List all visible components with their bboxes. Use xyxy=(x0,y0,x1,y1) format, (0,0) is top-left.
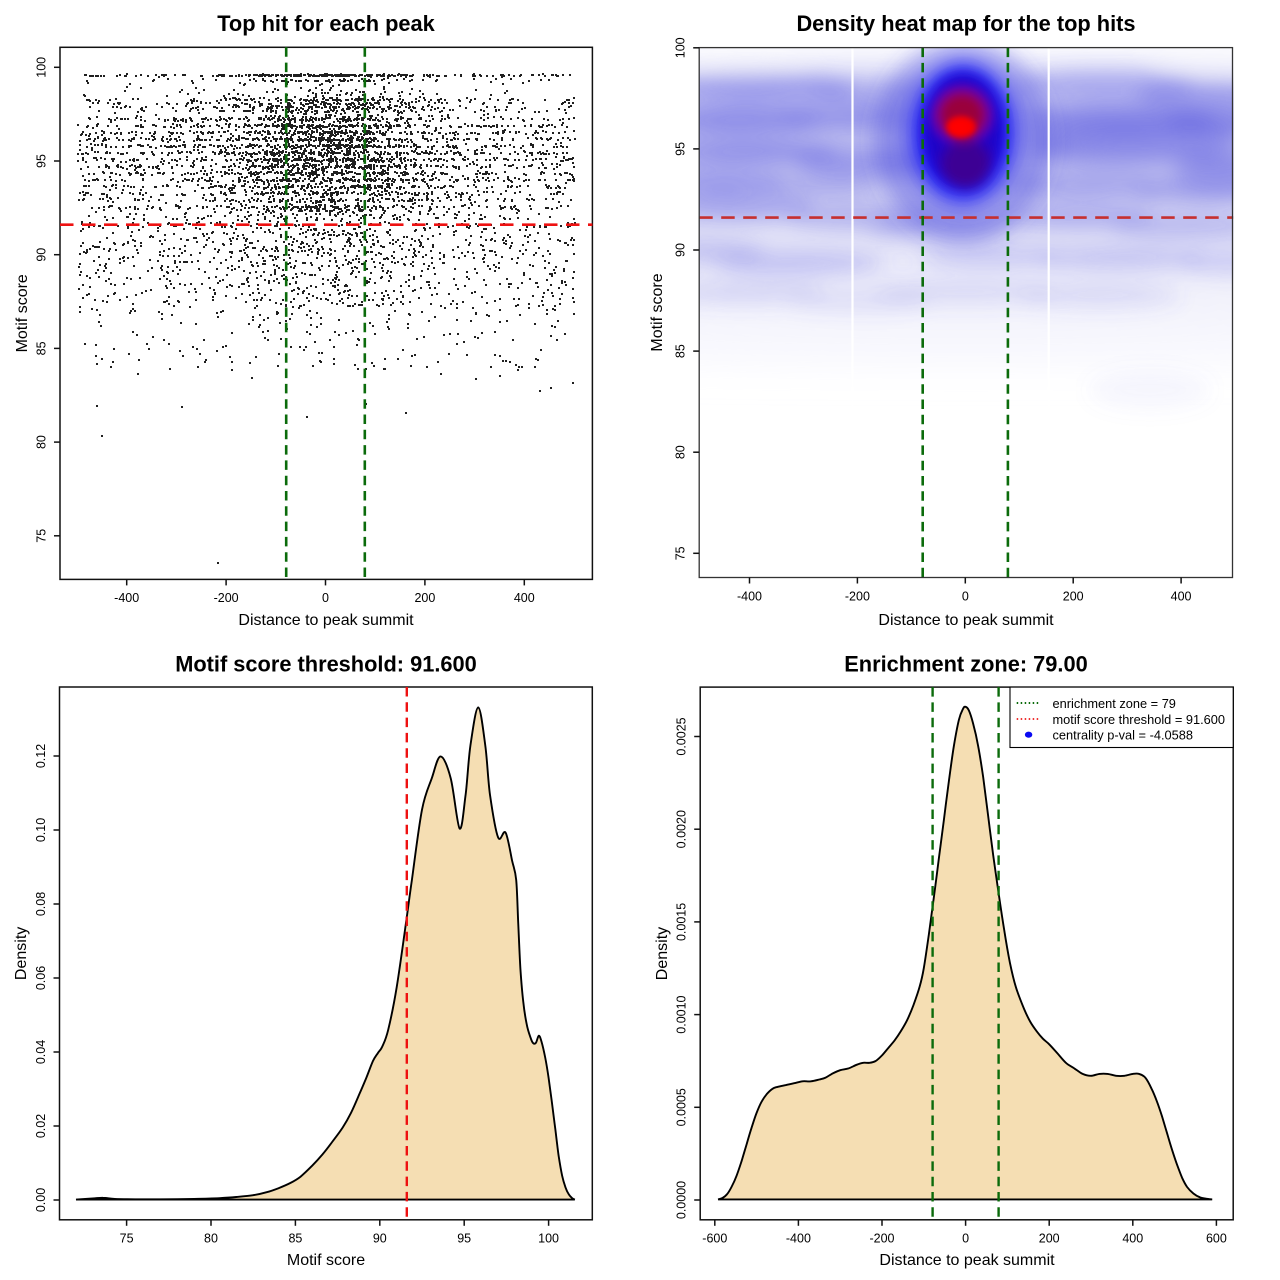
svg-text:0.0025: 0.0025 xyxy=(675,717,689,755)
svg-text:-200: -200 xyxy=(845,589,870,603)
svg-text:100: 100 xyxy=(538,1232,559,1246)
svg-text:0.04: 0.04 xyxy=(34,1040,48,1064)
svg-text:Top hit for each peak: Top hit for each peak xyxy=(217,11,435,36)
svg-text:0.08: 0.08 xyxy=(34,892,48,916)
svg-text:200: 200 xyxy=(414,591,435,605)
svg-text:0.0010: 0.0010 xyxy=(675,995,689,1033)
svg-text:Density: Density xyxy=(654,927,671,980)
svg-text:400: 400 xyxy=(1122,1232,1143,1246)
svg-text:90: 90 xyxy=(35,248,49,262)
svg-text:Motif score threshold: 91.600: Motif score threshold: 91.600 xyxy=(175,651,477,676)
svg-text:Distance to peak summit: Distance to peak summit xyxy=(878,612,1054,629)
svg-text:80: 80 xyxy=(674,445,688,459)
svg-text:-600: -600 xyxy=(702,1232,727,1246)
svg-text:200: 200 xyxy=(1063,589,1084,603)
svg-text:-200: -200 xyxy=(214,591,239,605)
svg-text:0.0005: 0.0005 xyxy=(675,1088,689,1126)
svg-text:100: 100 xyxy=(35,57,49,78)
svg-text:80: 80 xyxy=(204,1232,218,1246)
svg-text:400: 400 xyxy=(514,591,535,605)
svg-text:95: 95 xyxy=(35,154,49,168)
svg-text:0: 0 xyxy=(962,1232,969,1246)
svg-text:Motif score: Motif score xyxy=(649,273,666,351)
svg-text:0.02: 0.02 xyxy=(34,1114,48,1138)
svg-text:95: 95 xyxy=(457,1232,471,1246)
svg-text:0.0020: 0.0020 xyxy=(675,810,689,848)
svg-text:0.00: 0.00 xyxy=(34,1188,48,1212)
svg-text:-200: -200 xyxy=(869,1232,894,1246)
svg-text:0.10: 0.10 xyxy=(34,818,48,842)
svg-text:0: 0 xyxy=(962,589,969,603)
svg-text:95: 95 xyxy=(674,142,688,156)
svg-text:85: 85 xyxy=(288,1232,302,1246)
svg-text:80: 80 xyxy=(35,435,49,449)
svg-text:enrichment zone = 79: enrichment zone = 79 xyxy=(1053,696,1176,711)
svg-text:0.0000: 0.0000 xyxy=(675,1181,689,1219)
svg-text:motif score threshold = 91.600: motif score threshold = 91.600 xyxy=(1053,712,1226,727)
svg-text:Distance to peak summit: Distance to peak summit xyxy=(238,612,414,629)
svg-text:200: 200 xyxy=(1039,1232,1060,1246)
svg-text:85: 85 xyxy=(35,341,49,355)
svg-text:85: 85 xyxy=(674,344,688,358)
svg-text:600: 600 xyxy=(1206,1232,1227,1246)
svg-text:0.12: 0.12 xyxy=(34,744,48,768)
svg-text:75: 75 xyxy=(120,1232,134,1246)
svg-text:-400: -400 xyxy=(737,589,762,603)
svg-text:Distance to peak summit: Distance to peak summit xyxy=(879,1252,1055,1269)
svg-text:Motif score: Motif score xyxy=(287,1252,365,1269)
svg-text:Density heat map for the top h: Density heat map for the top hits xyxy=(796,11,1135,36)
svg-text:0.06: 0.06 xyxy=(34,966,48,990)
svg-text:-400: -400 xyxy=(114,591,139,605)
svg-text:Density: Density xyxy=(13,927,30,980)
svg-text:75: 75 xyxy=(674,546,688,560)
svg-text:-400: -400 xyxy=(786,1232,811,1246)
svg-text:100: 100 xyxy=(674,37,688,58)
svg-text:90: 90 xyxy=(373,1232,387,1246)
svg-text:90: 90 xyxy=(674,243,688,257)
svg-text:Motif score: Motif score xyxy=(14,274,31,352)
svg-text:centrality p-val = -4.0588: centrality p-val = -4.0588 xyxy=(1053,727,1194,742)
svg-text:Enrichment zone: 79.00: Enrichment zone: 79.00 xyxy=(844,651,1087,676)
svg-text:0: 0 xyxy=(322,591,329,605)
svg-text:75: 75 xyxy=(35,529,49,543)
svg-text:0.0015: 0.0015 xyxy=(675,903,689,941)
svg-text:400: 400 xyxy=(1171,589,1192,603)
